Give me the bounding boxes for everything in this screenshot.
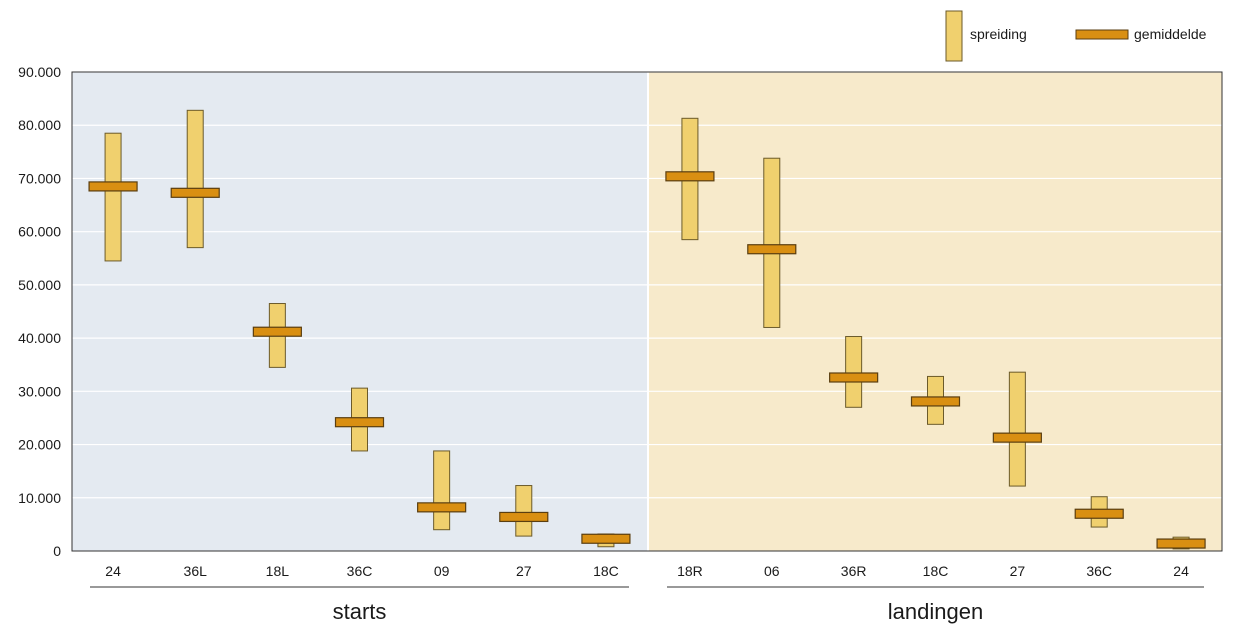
x-category-label: 27 — [1010, 563, 1026, 579]
x-category-label: 18R — [677, 563, 703, 579]
x-category-label: 27 — [516, 563, 532, 579]
plot-area: 0 10.000 20.000 30.000 40.000 50.000 60.000 70.… — [18, 64, 1223, 624]
mean-bar-landingen-18C — [910, 396, 961, 407]
y-tick-label: 30.000 — [18, 383, 61, 399]
x-category-label: 24 — [1173, 563, 1189, 579]
y-tick-label: 0 — [53, 543, 61, 559]
x-category-label: 18C — [593, 563, 619, 579]
x-category-label: 18C — [923, 563, 949, 579]
x-category-label: 36L — [184, 563, 208, 579]
x-category-label: 06 — [764, 563, 780, 579]
range-bar-starts-27 — [515, 485, 533, 537]
y-tick-label: 40.000 — [18, 330, 61, 346]
mean-bar-starts-24 — [88, 181, 138, 192]
mean-bar-starts-36L — [170, 187, 220, 198]
y-tick-label: 70.000 — [18, 170, 61, 186]
mean-bar-landingen-06 — [747, 244, 797, 255]
x-category-label: 36C — [347, 563, 373, 579]
group-label-starts: starts — [333, 599, 387, 624]
x-category-label: 18L — [266, 563, 290, 579]
group-background-starts — [72, 72, 647, 551]
y-tick-label: 90.000 — [18, 64, 61, 80]
y-tick-label: 20.000 — [18, 437, 61, 453]
y-tick-label: 10.000 — [18, 490, 61, 506]
legend-gemiddelde-swatch — [1075, 29, 1129, 40]
x-category-label: 36C — [1086, 563, 1112, 579]
y-tick-label: 50.000 — [18, 277, 61, 293]
mean-bar-starts-09 — [417, 502, 467, 513]
legend-gemiddelde-label: gemiddelde — [1134, 26, 1207, 42]
plot-frame — [71, 71, 1223, 552]
legend-spreiding-label: spreiding — [970, 26, 1027, 42]
x-category-label: 09 — [434, 563, 450, 579]
group-background-landingen — [649, 72, 1222, 551]
mean-bar-landingen-24 — [1156, 538, 1206, 549]
range-bar-landingen-06 — [763, 157, 781, 328]
mean-bar-starts-36C — [334, 417, 385, 428]
range-bar-starts-36L — [186, 109, 204, 249]
mean-bar-starts-18C — [581, 533, 631, 544]
x-category-label: 24 — [105, 563, 121, 579]
legend-spreiding-swatch — [945, 10, 963, 62]
range-bar-starts-24 — [104, 132, 122, 262]
mean-bar-landingen-36R — [829, 372, 879, 383]
y-tick-label: 60.000 — [18, 224, 61, 240]
range-bar-landingen-27 — [1008, 371, 1026, 487]
group-label-landingen: landingen — [888, 599, 983, 624]
x-category-label: 36R — [841, 563, 867, 579]
mean-bar-starts-18L — [252, 326, 302, 337]
range-bar-landingen-36R — [845, 336, 863, 408]
mean-bar-landingen-18R — [665, 171, 715, 182]
mean-bar-landingen-36C — [1074, 508, 1124, 519]
y-tick-label: 80.000 — [18, 117, 61, 133]
mean-bar-landingen-27 — [992, 432, 1042, 443]
range-bar-starts-09 — [433, 450, 451, 531]
mean-bar-starts-27 — [499, 511, 549, 523]
legend: spreiding gemiddelde — [945, 10, 1207, 62]
